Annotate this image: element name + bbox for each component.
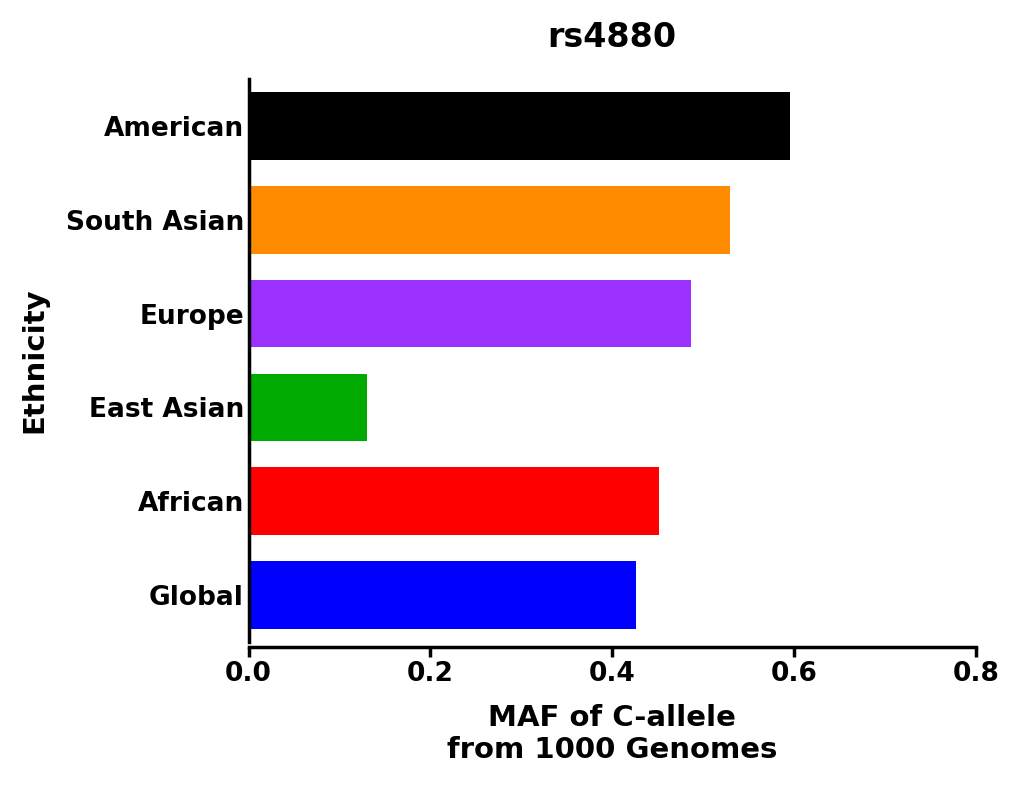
Title: rs4880: rs4880 (547, 21, 676, 54)
Bar (249, 467, 659, 535)
Bar (249, 561, 635, 629)
Bar (249, 374, 367, 441)
Y-axis label: Ethnicity: Ethnicity (20, 288, 49, 433)
X-axis label: MAF of C-allele
from 1000 Genomes: MAF of C-allele from 1000 Genomes (446, 704, 776, 764)
Bar (249, 186, 730, 254)
Bar (249, 280, 691, 348)
Bar (249, 93, 790, 160)
